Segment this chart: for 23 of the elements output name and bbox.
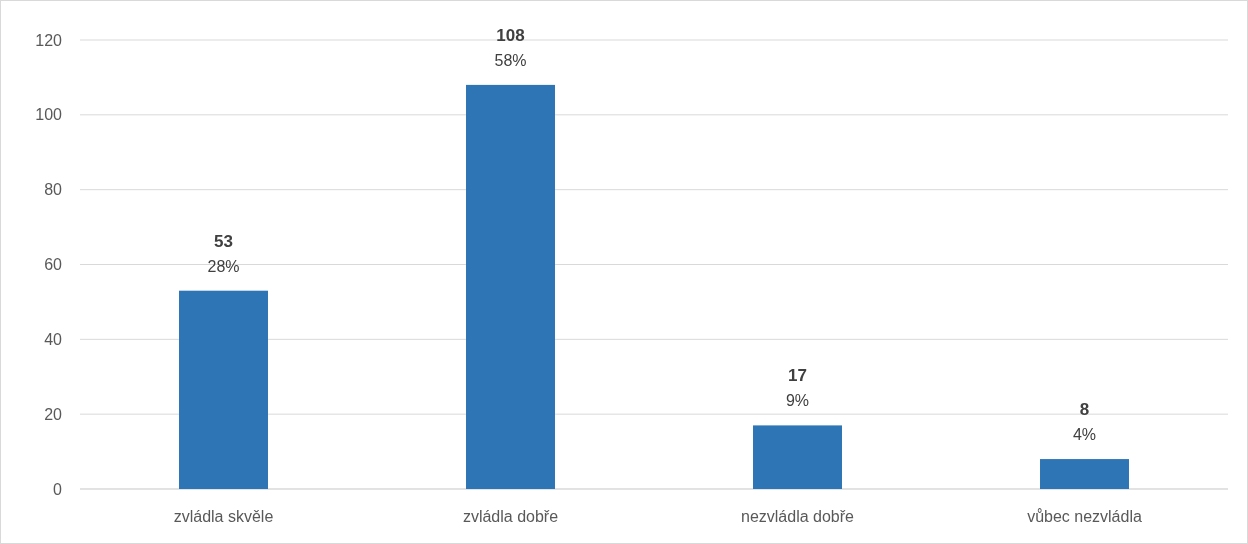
- annotation: 28%: [207, 257, 240, 275]
- x-tick-label: zvládla dobře: [462, 508, 559, 525]
- data-label: 53: [214, 231, 233, 251]
- data-label: 108: [496, 25, 525, 45]
- bar: [179, 290, 268, 489]
- annotation: 4%: [1072, 426, 1097, 444]
- x-tick-label: vůbec nezvládla: [1027, 508, 1142, 525]
- data-label: 8: [1079, 400, 1090, 420]
- y-tick-label: 0: [53, 480, 63, 498]
- annotation: 58%: [494, 51, 527, 69]
- bar: [753, 425, 842, 489]
- y-tick-label: 100: [35, 106, 63, 124]
- annotation: 9%: [785, 392, 810, 410]
- x-tick-label: zvládla skvěle: [173, 508, 274, 525]
- y-tick-label: 20: [44, 405, 63, 423]
- x-tick-label: nezvládla dobře: [741, 508, 855, 525]
- bar: [1040, 459, 1129, 489]
- data-label: 17: [788, 366, 807, 386]
- y-tick-label: 80: [44, 181, 63, 199]
- y-tick-label: 40: [44, 330, 63, 348]
- y-tick-label: 120: [35, 31, 63, 49]
- y-tick-label: 60: [44, 256, 63, 274]
- bar: [466, 84, 555, 489]
